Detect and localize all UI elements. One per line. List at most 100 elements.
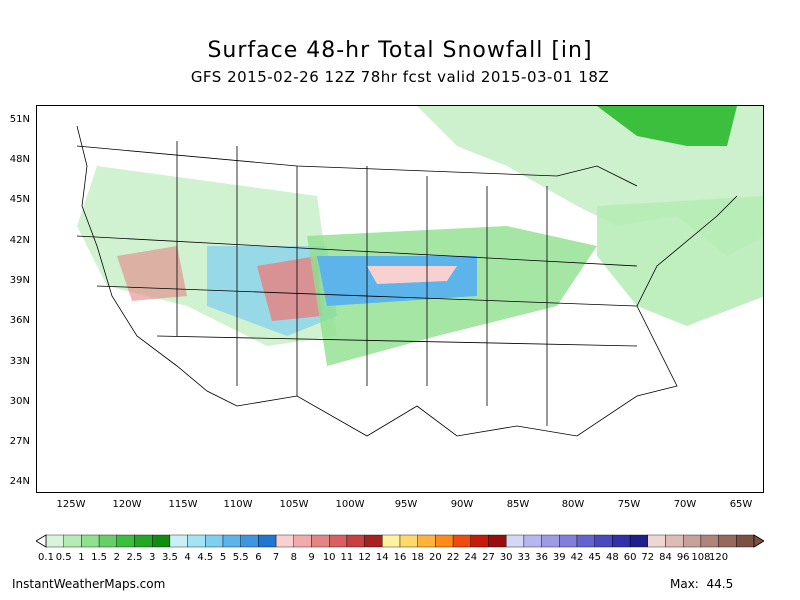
colorbar-cell (629, 534, 648, 548)
colorbar-tick-label: 8 (290, 552, 297, 563)
colorbar-cell (116, 534, 135, 548)
colorbar-tick-label: 16 (393, 552, 407, 563)
colorbar-cell (665, 534, 684, 548)
colorbar-cell (134, 534, 153, 548)
colorbar-right-arrow (753, 534, 764, 548)
lon-label: 100W (335, 499, 365, 510)
colorbar-tick-label: 30 (499, 552, 513, 563)
colorbar-cell (612, 534, 631, 548)
colorbar-cell (506, 534, 525, 548)
site-credit: InstantWeatherMaps.com (12, 577, 166, 591)
colorbar-cell (275, 534, 295, 548)
colorbar-tick-label: 14 (375, 552, 389, 563)
colorbar-cell (258, 534, 277, 548)
colorbar-cell (718, 534, 737, 548)
colorbar-tick-label: 4.5 (197, 552, 214, 563)
snow-region-utah (117, 246, 187, 301)
lat-label: 30N (9, 396, 30, 407)
colorbar-cell (382, 534, 401, 548)
lon-label: 85W (506, 499, 530, 510)
colorbar-tick-label: 1.5 (91, 552, 108, 563)
max-readout: Max: 44.5 (670, 577, 733, 591)
colorbar-cells (45, 534, 755, 548)
lat-label: 39N (9, 275, 30, 286)
lat-label: 33N (9, 356, 30, 367)
colorbar-tick-label: 6 (255, 552, 262, 563)
colorbar-cell (81, 534, 100, 548)
colorbar-cell (594, 534, 613, 548)
colorbar-tick-label: 48 (606, 552, 619, 563)
colorbar-cell (647, 534, 666, 548)
snow-region-plains-max (367, 266, 457, 284)
colorbar-tick-label: 12 (358, 552, 371, 563)
colorbar-tick-label: 7 (272, 552, 280, 563)
colorbar-cell (45, 534, 64, 548)
colorbar-cell (541, 534, 560, 548)
colorbar-cell (329, 534, 348, 548)
lon-label: 110W (223, 499, 253, 510)
colorbar-tick-label: 42 (570, 552, 584, 563)
colorbar-tick-label: 60 (623, 552, 637, 563)
lon-label: 115W (168, 499, 198, 510)
colorbar-cell (435, 534, 454, 548)
colorbar-tick-label: 45 (588, 552, 602, 563)
colorbar-tick-label: 36 (535, 552, 548, 563)
map-subtitle: GFS 2015-02-26 12Z 78hr fcst valid 2015-… (190, 68, 610, 86)
snow-region-canada-heavy (597, 106, 737, 146)
lat-label: 48N (9, 154, 30, 165)
lon-label: 125W (56, 499, 86, 510)
colorbar-tick-label: 22 (446, 552, 460, 563)
colorbar-cell (169, 534, 188, 548)
lat-label: 42N (9, 235, 30, 246)
max-value: 44.5 (706, 577, 734, 591)
colorbar-tick-label: 20 (429, 552, 442, 563)
colorbar-tick-label: 1 (78, 552, 85, 563)
lon-label: 80W (561, 499, 585, 510)
colorbar-tick-label: 18 (411, 552, 425, 563)
lon-label: 90W (450, 499, 474, 510)
colorbar-cell (346, 534, 365, 548)
colorbar-tick-label: 33 (517, 552, 531, 563)
colorbar-cell (98, 534, 117, 548)
map-canvas (76, 106, 763, 437)
colorbar-cell (293, 534, 312, 548)
colorbar-tick-label: 108 (691, 552, 711, 563)
colorbar-tick-label: 9 (308, 552, 315, 563)
colorbar-cell (417, 534, 436, 548)
colorbar-cell (151, 534, 171, 548)
lon-label: 120W (112, 499, 142, 510)
colorbar-tick-label: 0.5 (55, 552, 72, 563)
lat-label: 27N (9, 436, 30, 447)
lat-label: 36N (9, 315, 30, 326)
boundary-lines (76, 125, 738, 437)
colorbar-cell (700, 534, 719, 548)
colorbar-cell (205, 534, 224, 548)
lat-label: 45N (9, 194, 30, 205)
snow-region-northeast (597, 196, 763, 326)
colorbar-cell (399, 534, 418, 548)
colorbar-tick-label: 11 (340, 552, 354, 563)
colorbar-tick-label: 2 (113, 552, 120, 563)
colorbar-cell (470, 534, 489, 548)
lon-label: 70W (673, 499, 697, 510)
colorbar-cell (576, 534, 595, 548)
colorbar-tick-label: 27 (482, 552, 495, 563)
snowfall-map (36, 105, 764, 493)
colorbar-tick-label: 4 (184, 552, 191, 563)
colorbar-tick-label: 39 (552, 552, 566, 563)
colorbar-tick-label: 2.5 (126, 552, 143, 563)
lat-label: 51N (9, 114, 30, 125)
colorbar-cell (523, 534, 542, 548)
colorbar-cell (222, 534, 241, 548)
map-title: Surface 48-hr Total Snowfall [in] (207, 38, 593, 63)
colorbar-cell (364, 534, 383, 548)
colorbar-tick-label: 24 (464, 552, 478, 563)
colorbar-tick-label: 5 (219, 552, 227, 563)
colorbar-tick-label: 3 (149, 552, 156, 563)
colorbar-cell (187, 534, 206, 548)
lon-label: 95W (394, 499, 418, 510)
colorbar-tick-label: 96 (676, 552, 690, 563)
colorbar-cell (559, 534, 578, 548)
colorbar-cell (488, 534, 507, 548)
colorbar (36, 534, 764, 548)
